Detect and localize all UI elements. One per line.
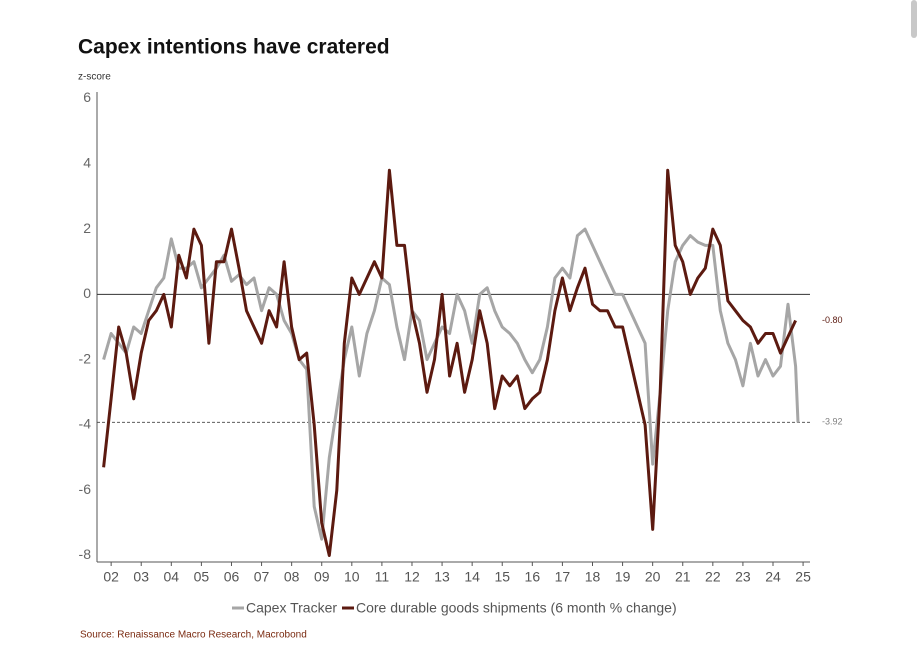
- y-tick-label: -4: [79, 416, 92, 432]
- y-tick-label: 0: [83, 285, 91, 301]
- y-axis-label: z-score: [78, 72, 111, 83]
- end-value-label: -3.92: [822, 417, 843, 427]
- x-tick-label: 03: [133, 569, 149, 585]
- x-tick-label: 02: [103, 569, 119, 585]
- x-tick-label: 19: [615, 569, 631, 585]
- x-tick-label: 07: [254, 569, 270, 585]
- x-tick-label: 20: [645, 569, 661, 585]
- x-tick-label: 17: [555, 569, 571, 585]
- y-tick-label: -8: [79, 546, 92, 562]
- x-tick-label: 04: [164, 569, 180, 585]
- x-tick-label: 21: [675, 569, 691, 585]
- y-tick-label: 4: [83, 155, 91, 171]
- x-tick-label: 16: [525, 569, 541, 585]
- x-tick-label: 11: [375, 569, 390, 585]
- source: Source: Renaissance Macro Research, Macr…: [80, 630, 307, 641]
- series-line: [102, 168, 797, 557]
- x-tick-label: 06: [224, 569, 240, 585]
- x-tick-label: 18: [585, 569, 601, 585]
- x-tick-label: 22: [705, 569, 721, 585]
- x-tick-label: 14: [464, 569, 480, 585]
- y-tick-label: -6: [79, 481, 92, 497]
- x-tick-label: 25: [795, 569, 811, 585]
- legend-label: Core durable goods shipments (6 month % …: [356, 600, 677, 616]
- chart-title: Capex intentions have cratered: [78, 36, 390, 59]
- x-tick-label: 12: [404, 569, 420, 585]
- end-value-label: -0.80: [822, 315, 843, 325]
- x-tick-label: 05: [194, 569, 210, 585]
- x-tick-label: 10: [344, 569, 360, 585]
- x-tick-label: 24: [765, 569, 781, 585]
- y-tick-label: -2: [79, 350, 92, 366]
- x-tick-label: 23: [735, 569, 751, 585]
- x-tick-label: 13: [434, 569, 450, 585]
- y-tick-label: 2: [83, 220, 91, 236]
- x-tick-label: 09: [314, 569, 330, 585]
- y-tick-label: 6: [83, 89, 91, 105]
- series-line: [102, 227, 800, 541]
- scrollbar[interactable]: [911, 0, 917, 38]
- x-tick-label: 08: [284, 569, 300, 585]
- legend-label: Capex Tracker: [246, 600, 337, 616]
- x-tick-label: 15: [494, 569, 510, 585]
